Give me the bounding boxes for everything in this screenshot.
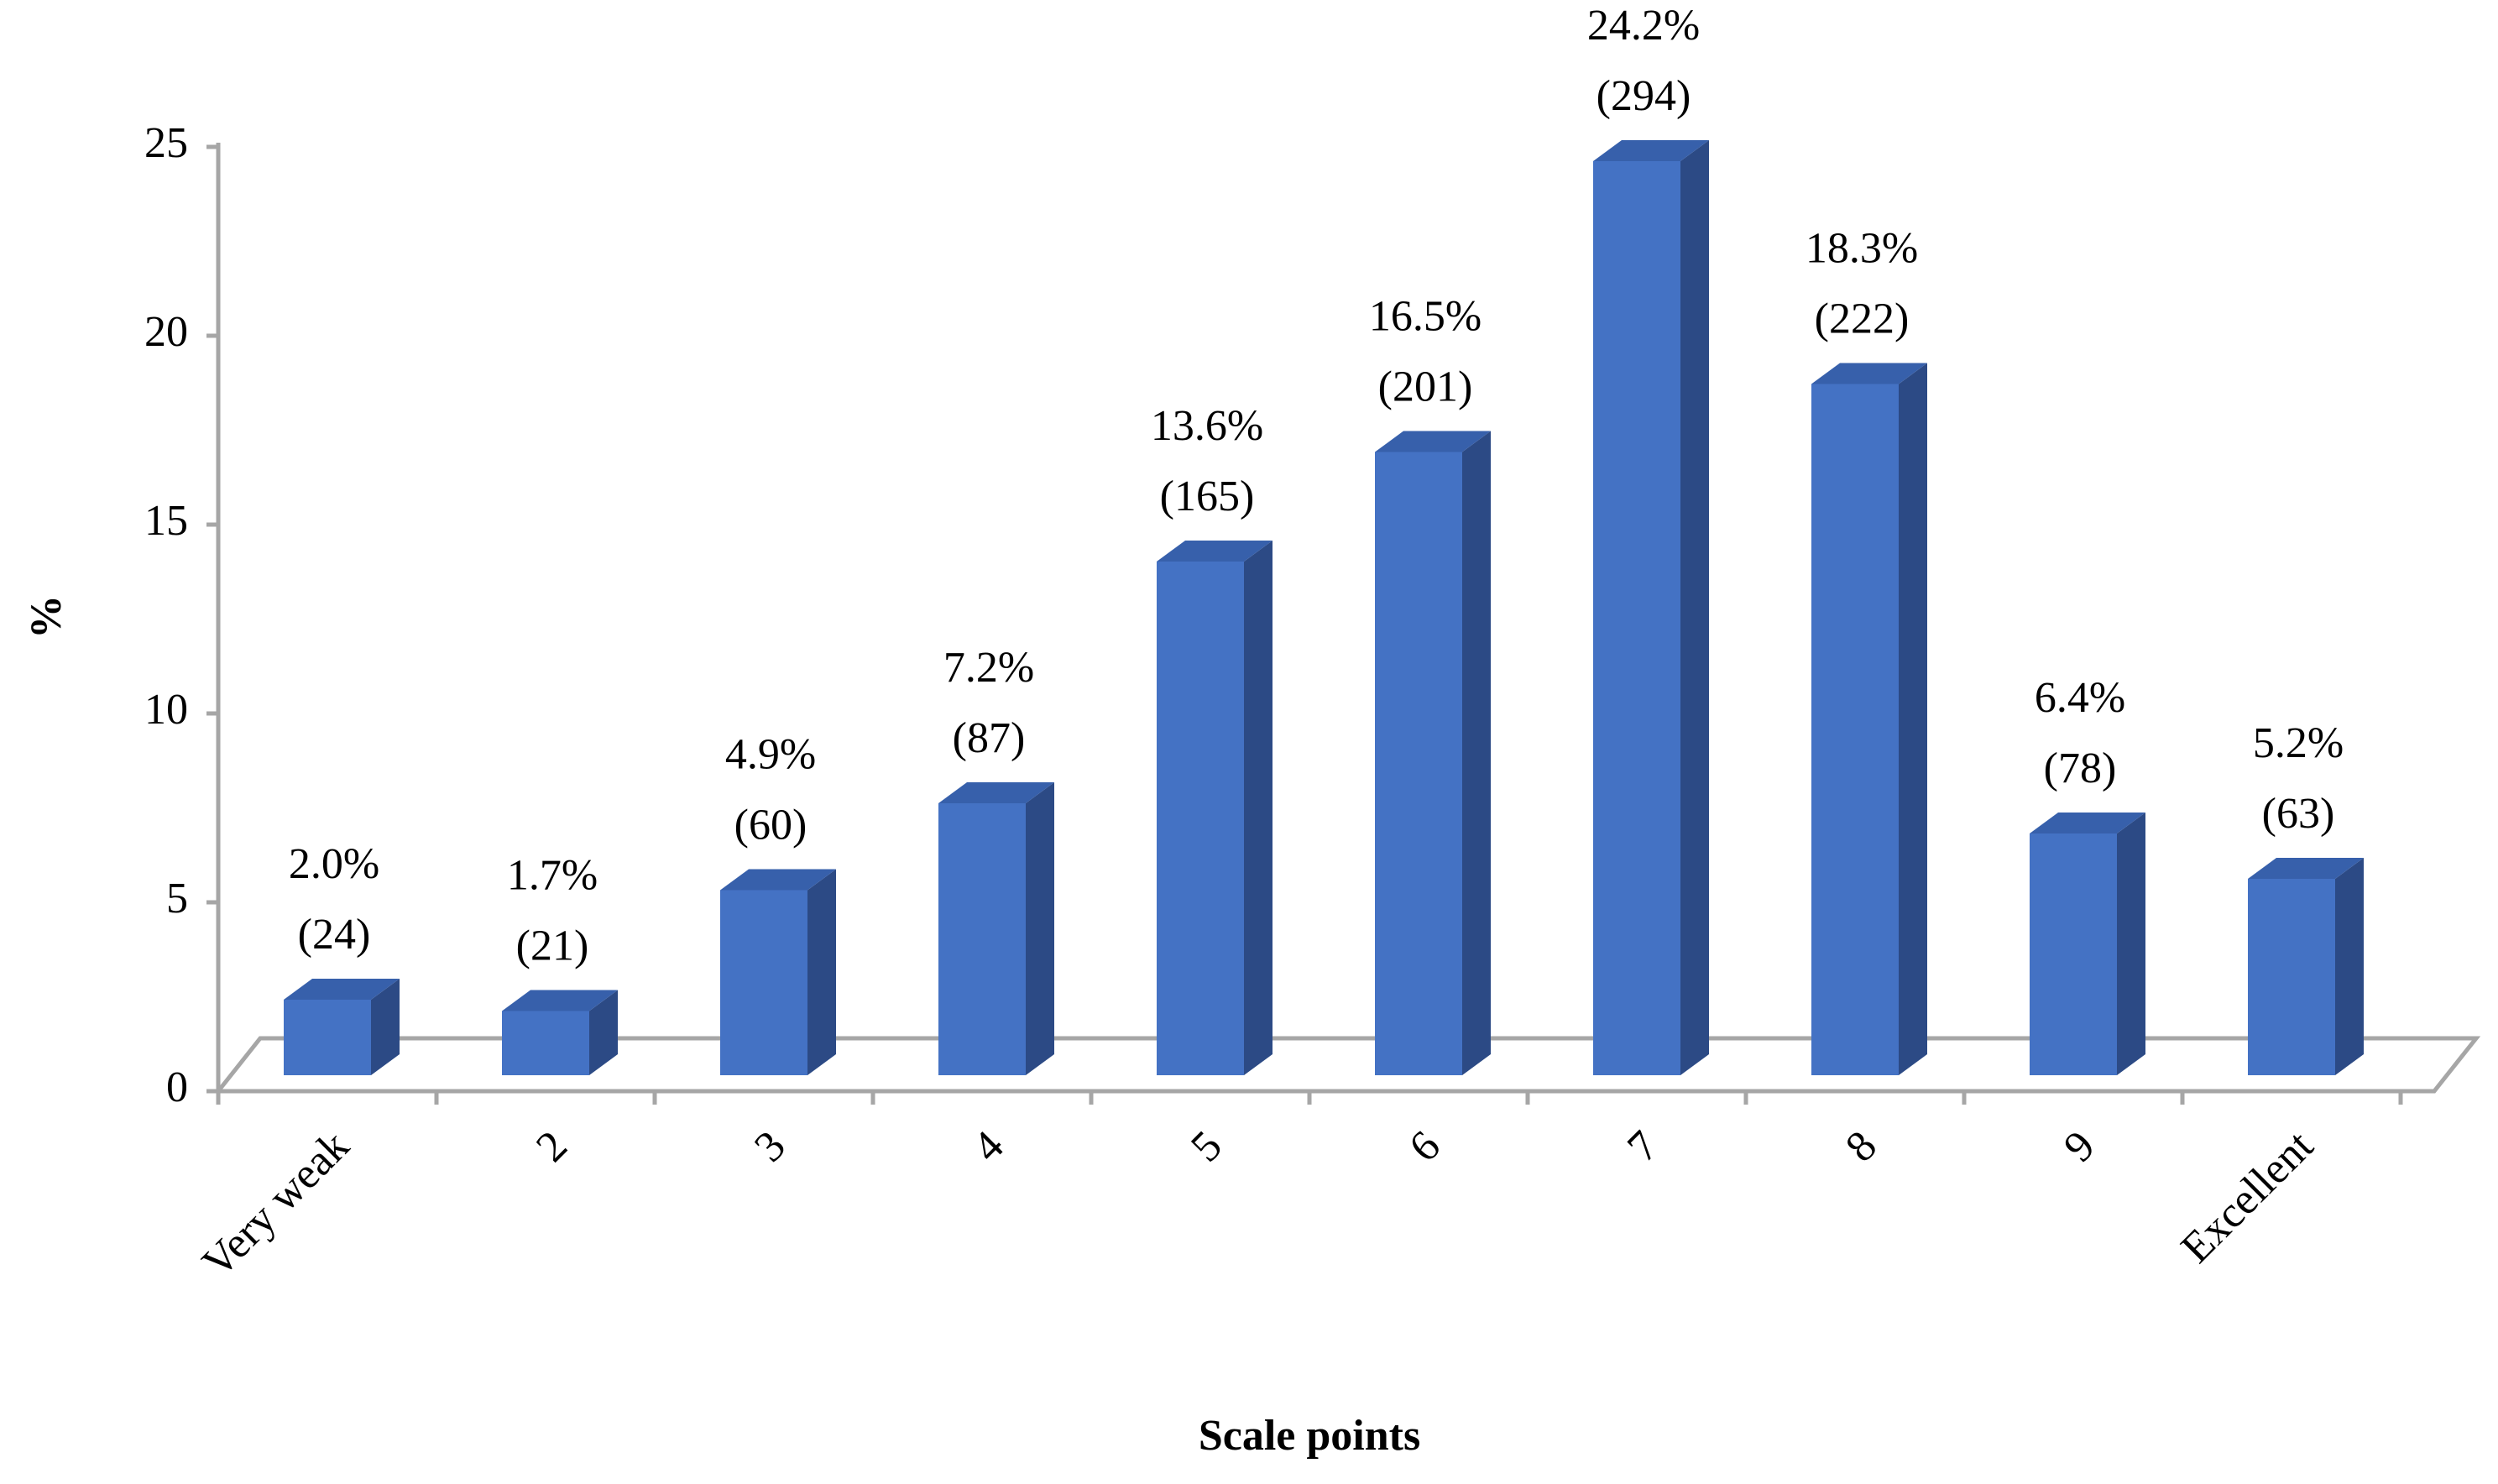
value-label: (201)	[1378, 363, 1473, 410]
value-label: (24)	[298, 911, 371, 959]
x-tick-label: 6	[1400, 1122, 1450, 1172]
x-tick-label: 2	[527, 1122, 577, 1172]
value-label: (294)	[1597, 72, 1691, 120]
x-axis-title: Scale points	[1199, 1412, 1420, 1460]
bar-side	[1680, 140, 1709, 1075]
x-tick-label: 3	[745, 1122, 795, 1172]
y-tick-label: 20	[144, 308, 188, 356]
bar-top	[2030, 813, 2145, 833]
value-label: 13.6%	[1151, 402, 1263, 450]
bar-side	[1244, 541, 1273, 1075]
x-tick-label: 5	[1182, 1122, 1231, 1172]
bar-side	[589, 990, 618, 1075]
value-label: 1.7%	[507, 851, 598, 899]
y-tick-label: 25	[144, 119, 188, 167]
bar	[2248, 879, 2335, 1075]
bar	[720, 890, 807, 1075]
y-axis-title: %	[23, 595, 71, 639]
bar-side	[2335, 858, 2364, 1075]
value-label: (87)	[953, 714, 1026, 762]
bar	[938, 803, 1026, 1075]
y-tick-label: 5	[166, 875, 188, 922]
value-label: (63)	[2262, 790, 2335, 838]
bar-side	[1462, 431, 1491, 1075]
bar	[2030, 833, 2117, 1075]
x-tick-label: 7	[1618, 1122, 1668, 1172]
bar-top	[1593, 140, 1709, 161]
value-label: 6.4%	[2035, 674, 2125, 722]
value-label: 18.3%	[1806, 224, 1918, 272]
bar	[284, 1000, 371, 1075]
bar	[1811, 384, 1899, 1075]
value-label: 4.9%	[725, 730, 816, 778]
value-label: (60)	[734, 801, 807, 849]
value-label: (222)	[1815, 295, 1910, 342]
y-tick-label: 15	[144, 497, 188, 545]
x-tick-label: 8	[1837, 1122, 1886, 1172]
x-tick-label: Very weak	[193, 1122, 358, 1288]
value-label: (78)	[2044, 745, 2117, 792]
bar	[1593, 161, 1680, 1075]
x-tick-label: 9	[2055, 1122, 2104, 1172]
value-label: 2.0%	[289, 840, 379, 888]
bar-side	[371, 979, 400, 1075]
bar-side	[1026, 782, 1054, 1075]
bar-top	[938, 782, 1054, 803]
x-tick-label: Excellent	[2172, 1121, 2323, 1272]
floor	[213, 1036, 2481, 1094]
bar	[1375, 452, 1462, 1075]
y-tick-label: 10	[144, 686, 188, 734]
bar-top	[1811, 363, 1927, 384]
bar-top	[1375, 431, 1491, 452]
bar-top	[502, 990, 618, 1011]
value-label: 16.5%	[1369, 292, 1482, 340]
value-label: 24.2%	[1587, 2, 1700, 50]
value-label: 7.2%	[943, 644, 1034, 692]
bar-top	[2248, 858, 2364, 879]
value-label: (165)	[1160, 473, 1255, 520]
bar-side	[2117, 813, 2145, 1075]
value-label: 5.2%	[2253, 719, 2344, 767]
x-tick-label: 4	[964, 1122, 1013, 1172]
bar-top	[284, 979, 400, 1000]
bar-side	[807, 869, 836, 1075]
bar-top	[1157, 541, 1273, 562]
value-label: (21)	[516, 922, 589, 969]
bar	[1157, 562, 1244, 1075]
bar-side	[1899, 363, 1927, 1075]
bar-top	[720, 869, 836, 891]
y-tick-label: 0	[166, 1063, 188, 1111]
bar	[502, 1011, 589, 1075]
